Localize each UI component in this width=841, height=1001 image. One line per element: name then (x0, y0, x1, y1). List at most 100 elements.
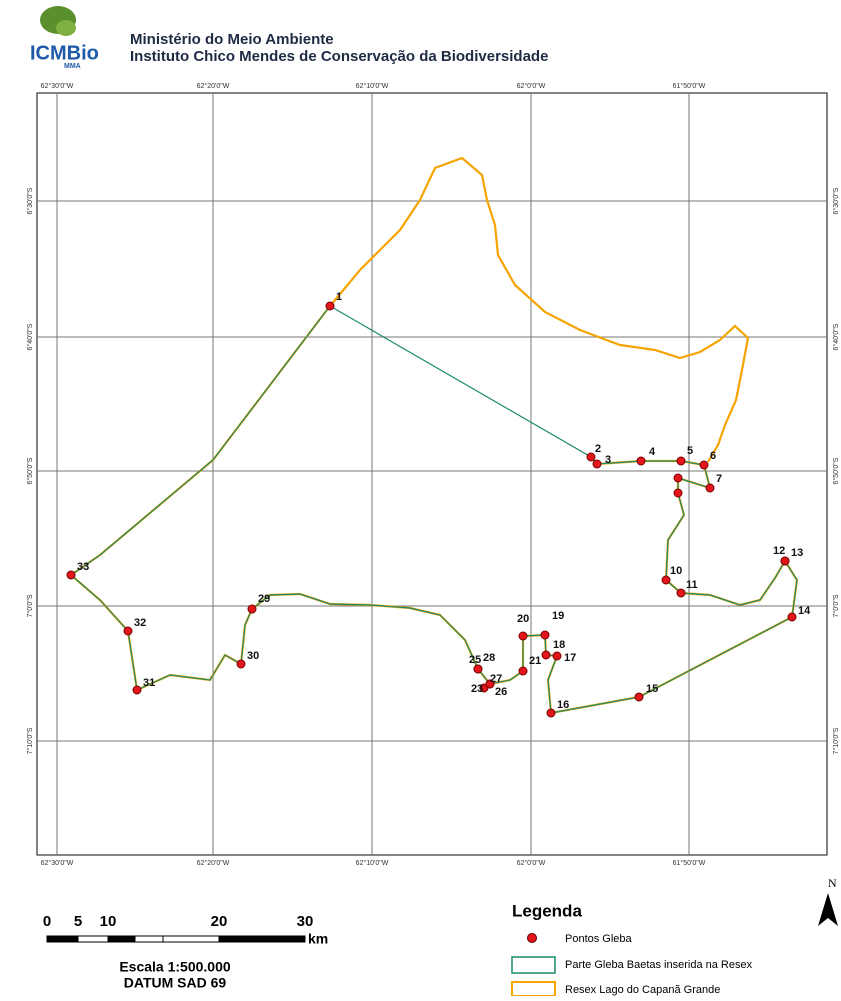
point-label: 19 (552, 610, 564, 622)
point-label: 30 (247, 650, 259, 662)
gleba-point (705, 483, 715, 493)
gleba-point (518, 666, 528, 676)
gleba-point (518, 631, 528, 641)
gleba-point (236, 659, 246, 669)
logo-text: ICMBio (30, 42, 99, 64)
point-label: 17 (564, 652, 576, 664)
point-label: 33 (77, 561, 89, 573)
longitude-label: 62°30'0"W (41, 859, 74, 867)
point-label: 20 (517, 613, 529, 625)
point-label: 13 (791, 547, 803, 559)
point-label: 28 (483, 652, 495, 664)
gleba-point (586, 452, 596, 462)
legend-title: Legenda (512, 901, 582, 920)
latitude-label: 6°30'0"S (26, 187, 34, 214)
point-label: 1 (336, 291, 342, 303)
scale-unit: km (308, 931, 328, 947)
gleba-point (123, 626, 133, 636)
north-label: N (828, 876, 837, 890)
latitude-label: 7°0'0"S (26, 594, 34, 617)
gleba-point (673, 473, 683, 483)
longitude-label: 62°30'0"W (41, 82, 74, 90)
gleba-point (66, 570, 76, 580)
gleba-point (673, 488, 683, 498)
map-frame (36, 92, 828, 856)
latitude-label: 7°0'0"S (832, 594, 840, 617)
latitude-label: 7°10'0"S (832, 727, 840, 754)
scale-tick-label: 20 (211, 913, 228, 930)
gleba-point (552, 651, 562, 661)
legend-item: Pontos Gleba (565, 933, 633, 945)
point-label: 18 (553, 639, 565, 651)
scale-tick-label: 5 (74, 913, 82, 930)
gleba-point (247, 604, 257, 614)
gleba-point (325, 301, 335, 311)
latitude-label: 6°40'0"S (26, 323, 34, 350)
north-arrow: N (818, 876, 838, 926)
point-label: 12 (773, 545, 785, 557)
scale-segment (46, 935, 79, 943)
legend: Legenda Pontos Gleba Parte Gleba Baetas … (511, 901, 753, 997)
subtitle: Instituto Chico Mendes de Conservação da… (130, 48, 548, 65)
scale-tick-label: 10 (100, 913, 117, 930)
title: Ministério do Meio Ambiente (130, 31, 334, 48)
point-label: 11 (686, 579, 698, 591)
longitude-label: 62°20'0"W (197, 859, 230, 867)
point-label: 21 (529, 655, 541, 667)
gleba-point (780, 556, 790, 566)
gleba-point (676, 456, 686, 466)
scale-tick-label: 30 (297, 913, 314, 930)
gleba-point (473, 664, 483, 674)
scale-segment (134, 935, 164, 943)
gleba-point (634, 692, 644, 702)
resex-boundary (329, 156, 750, 463)
gleba-point (546, 708, 556, 718)
point-label: 31 (143, 677, 155, 689)
graticule: 62°30'0"W 62°30'0"W 62°20'0"W 62°20'0"W 62°1… (26, 82, 840, 867)
gleba-point (636, 456, 646, 466)
point-label: 5 (687, 445, 693, 457)
longitude-label: 62°0'0"W (517, 82, 546, 90)
legend-item: Parte Gleba Baetas inserida na Resex (565, 959, 753, 971)
latitude-label: 6°50'0"S (832, 457, 840, 484)
point-label: 25 (469, 654, 481, 666)
longitude-label: 62°10'0"W (356, 82, 389, 90)
gleba-point (699, 460, 709, 470)
point-label: 3 (605, 454, 611, 466)
point-label: 23 (471, 683, 483, 695)
point-label: 32 (134, 617, 146, 629)
gleba-point (132, 685, 142, 695)
point-label: 15 (646, 683, 658, 695)
longitude-label: 61°50'0"W (673, 859, 706, 867)
point-label: 29 (258, 593, 270, 605)
datum-text: DATUM SAD 69 (124, 975, 227, 991)
gleba-point (540, 630, 550, 640)
gleba-point (661, 575, 671, 585)
latitude-label: 6°40'0"S (832, 323, 840, 350)
point-label: 14 (798, 605, 811, 617)
latitude-label: 6°30'0"S (832, 187, 840, 214)
latitude-label: 7°10'0"S (26, 727, 34, 754)
point-label: 26 (495, 686, 507, 698)
point-label: 2 (595, 443, 601, 455)
point-label: 6 (710, 450, 716, 462)
legend-orange-symbol (511, 981, 556, 997)
legend-green-symbol (511, 956, 556, 974)
point-label: 4 (649, 446, 656, 458)
point-label: 16 (557, 699, 569, 711)
point-label: 27 (490, 673, 502, 685)
legend-point-symbol (527, 933, 537, 943)
point-label: 10 (670, 565, 682, 577)
scale-text: Escala 1:500.000 (119, 959, 231, 975)
scale-segment (107, 935, 136, 943)
longitude-label: 61°50'0"W (673, 82, 706, 90)
gleba-point (541, 650, 551, 660)
longitude-label: 62°0'0"W (517, 859, 546, 867)
latitude-label: 6°50'0"S (26, 457, 34, 484)
logo-sub: MMA (64, 63, 81, 70)
scale-segment (218, 935, 306, 943)
logo: ICMBio MMA (30, 6, 99, 70)
gleba-point (787, 612, 797, 622)
